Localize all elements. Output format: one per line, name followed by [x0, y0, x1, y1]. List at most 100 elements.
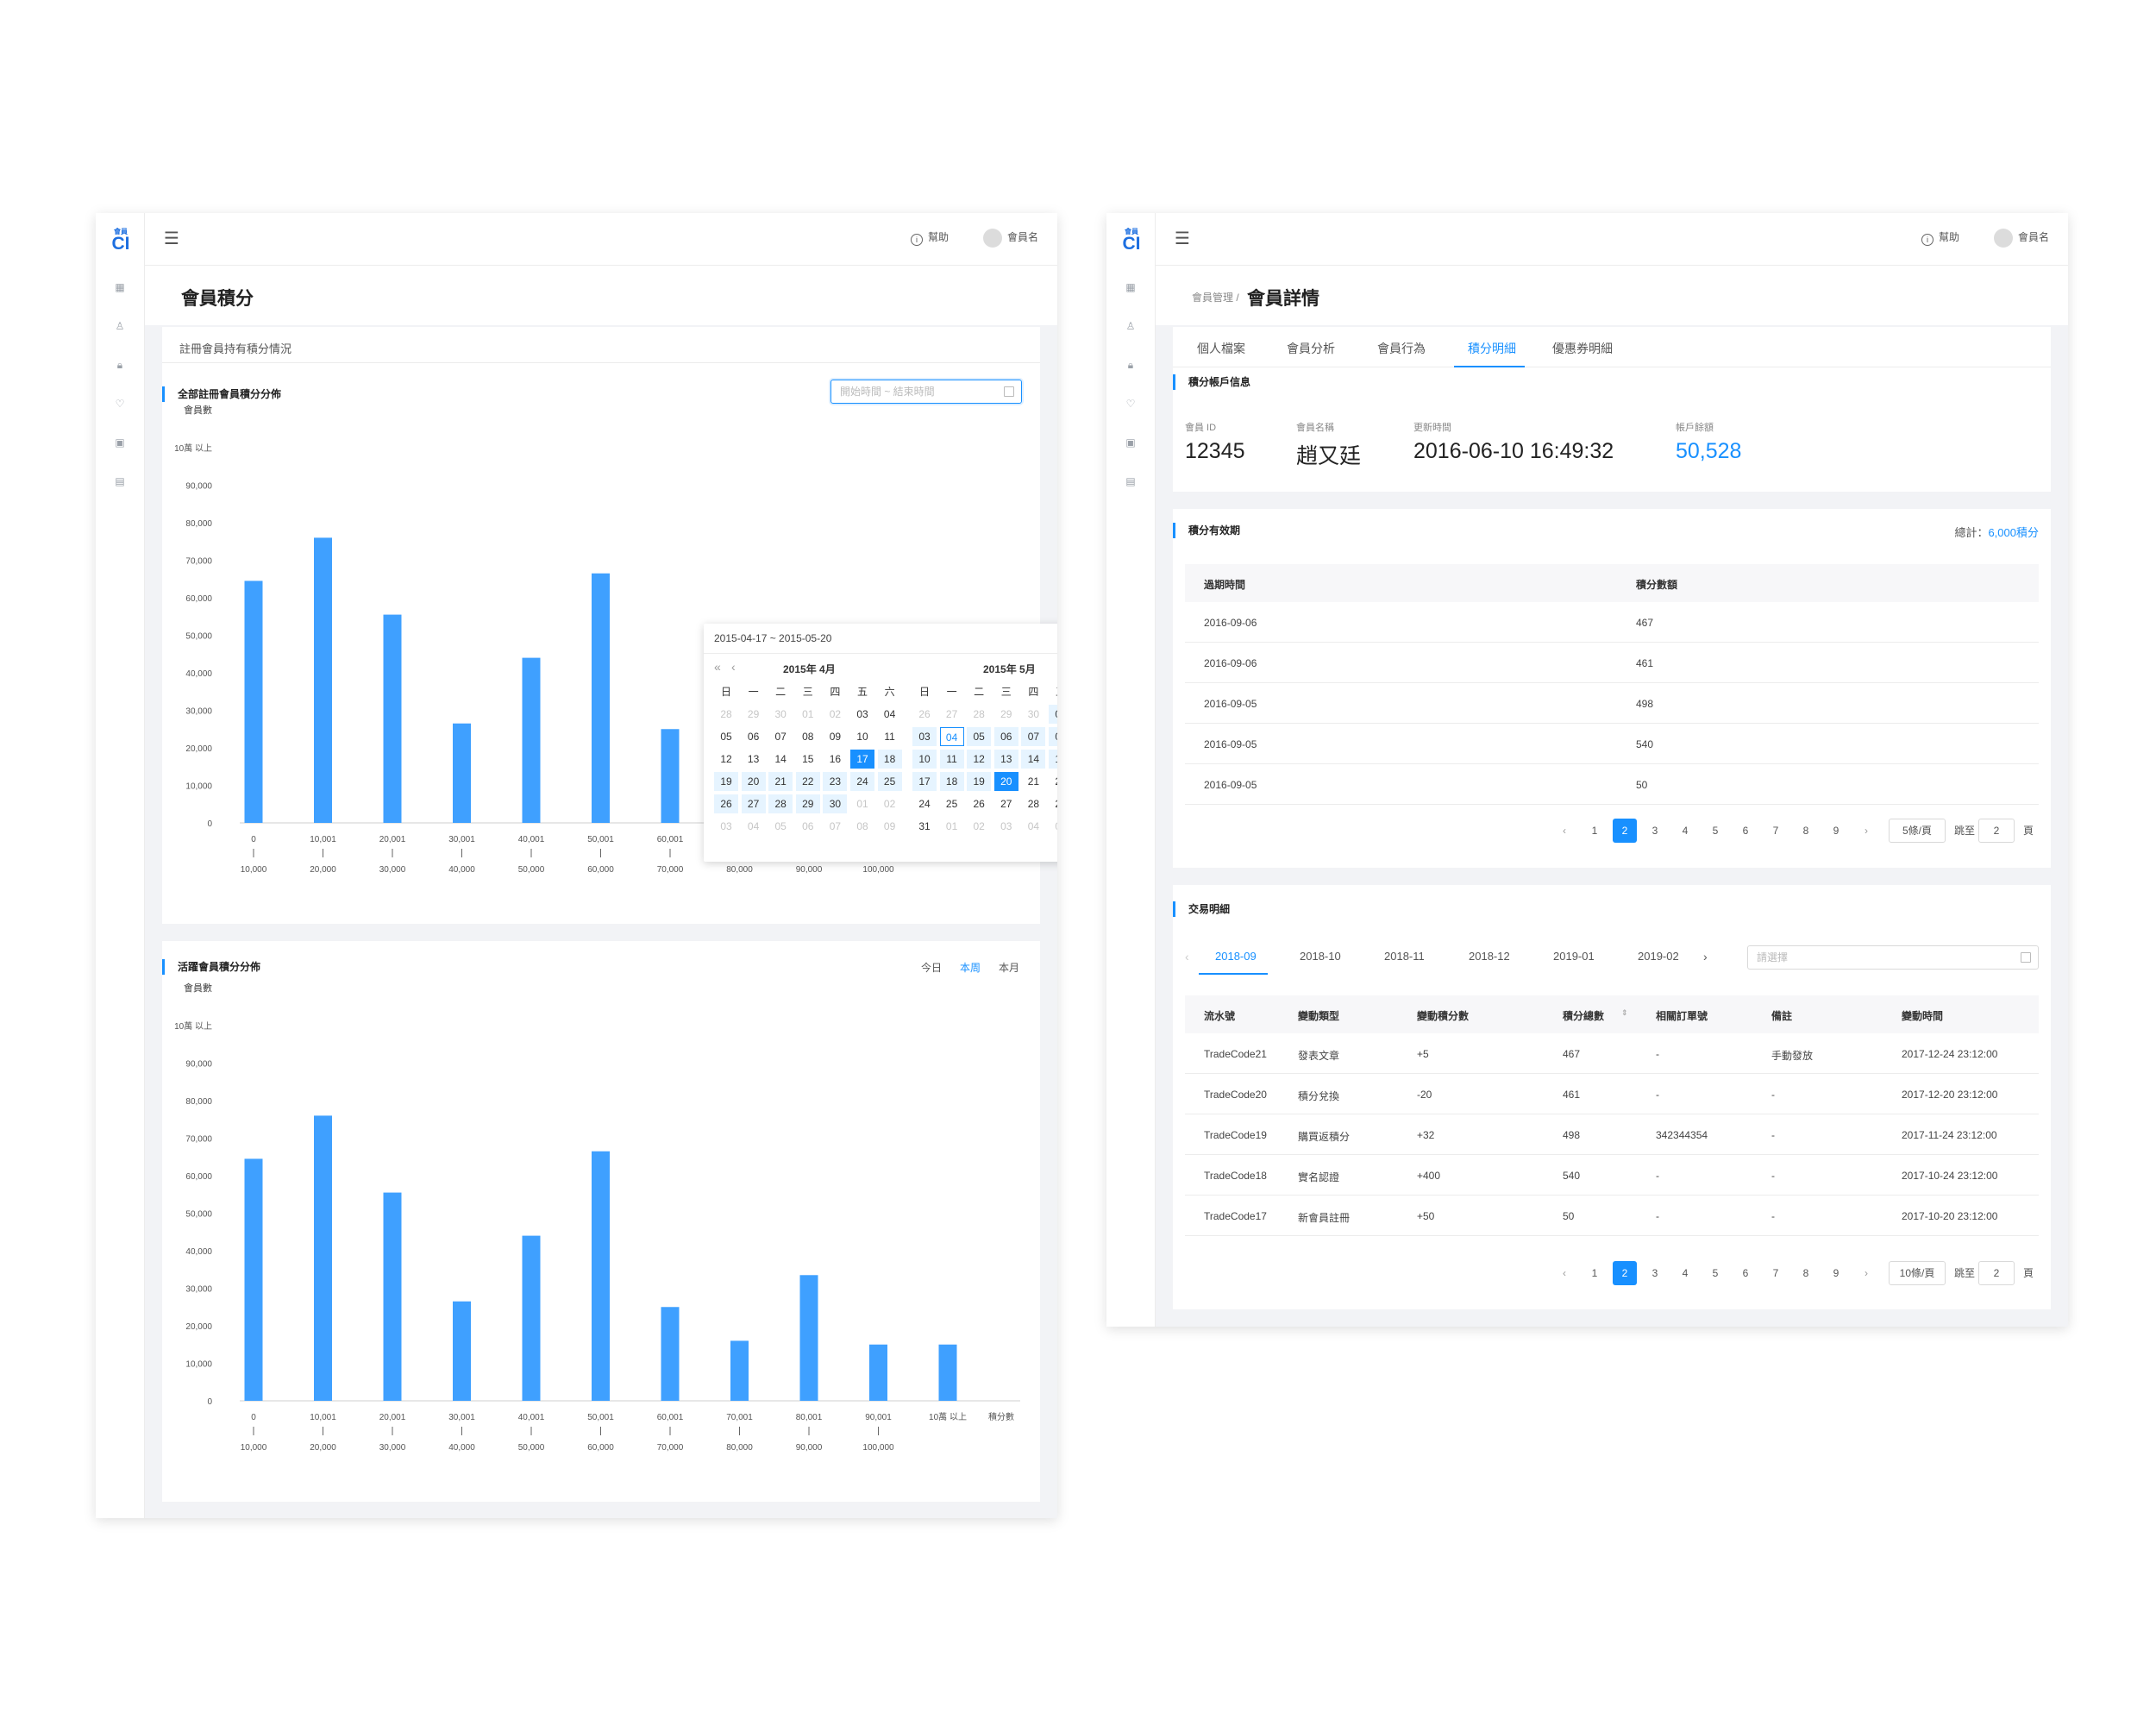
month-select[interactable]: 請選擇	[1747, 945, 2039, 970]
month-tab[interactable]: 2018-11	[1384, 950, 1425, 963]
bar[interactable]	[869, 1344, 887, 1401]
calendar-day[interactable]: 17	[912, 772, 937, 791]
jump-page-input[interactable]: 2	[1978, 819, 2015, 843]
bar[interactable]	[383, 614, 402, 823]
page-number[interactable]: 9	[1833, 825, 1839, 837]
calendar-day[interactable]: 28	[1027, 798, 1040, 810]
bar[interactable]	[383, 1192, 402, 1401]
page-size-select[interactable]: 5條/頁	[1889, 819, 1946, 843]
month-tab[interactable]: 2018-10	[1300, 950, 1341, 963]
calendar-day[interactable]: 19	[967, 772, 992, 791]
calendar-day[interactable]: 08	[856, 820, 868, 832]
calendar-day[interactable]: 09	[829, 731, 842, 743]
page-number[interactable]: 3	[1651, 1267, 1658, 1279]
page-number[interactable]: 7	[1772, 1267, 1779, 1279]
calendar-day[interactable]: 28	[768, 794, 793, 813]
tab-points[interactable]: 積分明細	[1468, 342, 1516, 355]
calendar-day[interactable]: 10	[912, 750, 937, 769]
calendar-day[interactable]: 06	[802, 820, 814, 832]
calendar-day[interactable]: 02	[829, 708, 842, 720]
calendar-day[interactable]: 08	[802, 731, 814, 743]
calendar-day[interactable]: 04	[1027, 820, 1040, 832]
col-header[interactable]: 積分總數	[1563, 1010, 1605, 1022]
calendar-day[interactable]: 29	[1000, 708, 1012, 720]
tab-coupons[interactable]: 優惠券明細	[1552, 342, 1613, 355]
calendar-day[interactable]: 07	[1021, 727, 1046, 746]
date-range-input[interactable]: 開始時間 ~ 結束時間	[830, 380, 1022, 404]
calendar-day[interactable]: 20	[993, 772, 1018, 791]
user-menu[interactable]: 會員名	[983, 228, 1038, 248]
expiry-date-link[interactable]: 2016-09-05	[1204, 698, 1257, 710]
calendar-day[interactable]: 01	[1049, 705, 1057, 724]
bar[interactable]	[592, 573, 610, 823]
menu-toggle-icon[interactable]: ☰	[1175, 229, 1190, 248]
user-icon[interactable]: ♙	[115, 320, 125, 332]
bar[interactable]	[314, 537, 332, 823]
calendar-day[interactable]: 14	[774, 753, 787, 765]
calendar-day[interactable]: 08	[1049, 727, 1057, 746]
next-page-icon[interactable]: ›	[1865, 1267, 1868, 1279]
calendar-day[interactable]: 23	[823, 772, 848, 791]
calendar-day[interactable]: 29	[1049, 794, 1057, 813]
help-link[interactable]: i 幫助	[911, 230, 949, 246]
next-month-icon[interactable]: ›	[1703, 950, 1708, 963]
bar[interactable]	[522, 657, 541, 823]
page-number[interactable]: 6	[1742, 825, 1749, 837]
calendar-day[interactable]: 10	[856, 731, 868, 743]
prev-page-icon[interactable]: ‹	[1563, 1267, 1566, 1279]
calendar-day[interactable]: 04	[747, 820, 760, 832]
page-number[interactable]: 8	[1802, 825, 1809, 837]
logo[interactable]: 會員 CI	[110, 228, 131, 253]
page-size-select[interactable]: 10條/頁	[1889, 1261, 1946, 1285]
calendar-day[interactable]: 15	[802, 753, 814, 765]
dashboard-icon[interactable]: ▦	[1125, 281, 1136, 293]
page-number[interactable]: 2	[1613, 819, 1637, 843]
calendar-day[interactable]: 02	[883, 798, 896, 810]
bar[interactable]	[938, 1344, 957, 1401]
calendar-day[interactable]: 21	[1027, 775, 1040, 788]
expiry-date-link[interactable]: 2016-09-06	[1204, 617, 1257, 629]
calendar-day[interactable]: 13	[993, 750, 1018, 769]
document-icon[interactable]: ▤	[115, 475, 125, 487]
prev-year-icon[interactable]: «	[714, 660, 721, 674]
calendar-day[interactable]: 15	[1049, 750, 1057, 769]
calendar-day[interactable]: 29	[747, 708, 760, 720]
page-number[interactable]: 5	[1712, 825, 1719, 837]
next-page-icon[interactable]: ›	[1865, 825, 1868, 837]
calendar-day[interactable]: 22	[795, 772, 820, 791]
prev-month-icon[interactable]: ‹	[731, 660, 736, 674]
tab-profile[interactable]: 個人檔案	[1197, 342, 1245, 355]
prev-month-icon[interactable]: ‹	[1185, 950, 1189, 963]
expiry-date-link[interactable]: 2016-09-05	[1204, 779, 1257, 791]
calendar-day[interactable]: 17	[850, 750, 874, 769]
calendar-day[interactable]: 26	[973, 798, 985, 810]
lock-icon[interactable]: 🔒︎	[1127, 359, 1134, 371]
prev-page-icon[interactable]: ‹	[1563, 825, 1566, 837]
calendar-day[interactable]: 30	[823, 794, 848, 813]
filter-today[interactable]: 今日	[921, 962, 943, 974]
page-number[interactable]: 2	[1613, 1261, 1637, 1285]
bar[interactable]	[799, 1275, 818, 1401]
jump-page-input[interactable]: 2	[1978, 1261, 2015, 1285]
bar[interactable]	[661, 1307, 680, 1401]
calendar-day[interactable]: 19	[714, 772, 738, 791]
dashboard-icon[interactable]: ▦	[115, 281, 125, 293]
month-tab[interactable]: 2018-12	[1469, 950, 1510, 963]
calendar-day[interactable]: 04	[939, 727, 964, 746]
calendar-day[interactable]: 11	[939, 750, 964, 769]
calendar-day[interactable]: 01	[802, 708, 814, 720]
calendar-day[interactable]: 30	[774, 708, 787, 720]
tab-analysis[interactable]: 會員分析	[1287, 342, 1335, 355]
expiry-date-link[interactable]: 2016-09-05	[1204, 738, 1257, 750]
calendar-day[interactable]: 03	[720, 820, 732, 832]
calendar-day[interactable]: 26	[714, 794, 738, 813]
calendar-day[interactable]: 25	[877, 772, 902, 791]
calendar-day[interactable]: 05	[967, 727, 992, 746]
calendar-day[interactable]: 22	[1049, 772, 1057, 791]
calendar-day[interactable]: 09	[883, 820, 896, 832]
page-number[interactable]: 1	[1591, 825, 1598, 837]
calendar-day[interactable]: 06	[993, 727, 1018, 746]
calendar-day[interactable]: 27	[945, 708, 958, 720]
bar[interactable]	[522, 1235, 541, 1401]
calendar-day[interactable]: 11	[884, 731, 895, 743]
